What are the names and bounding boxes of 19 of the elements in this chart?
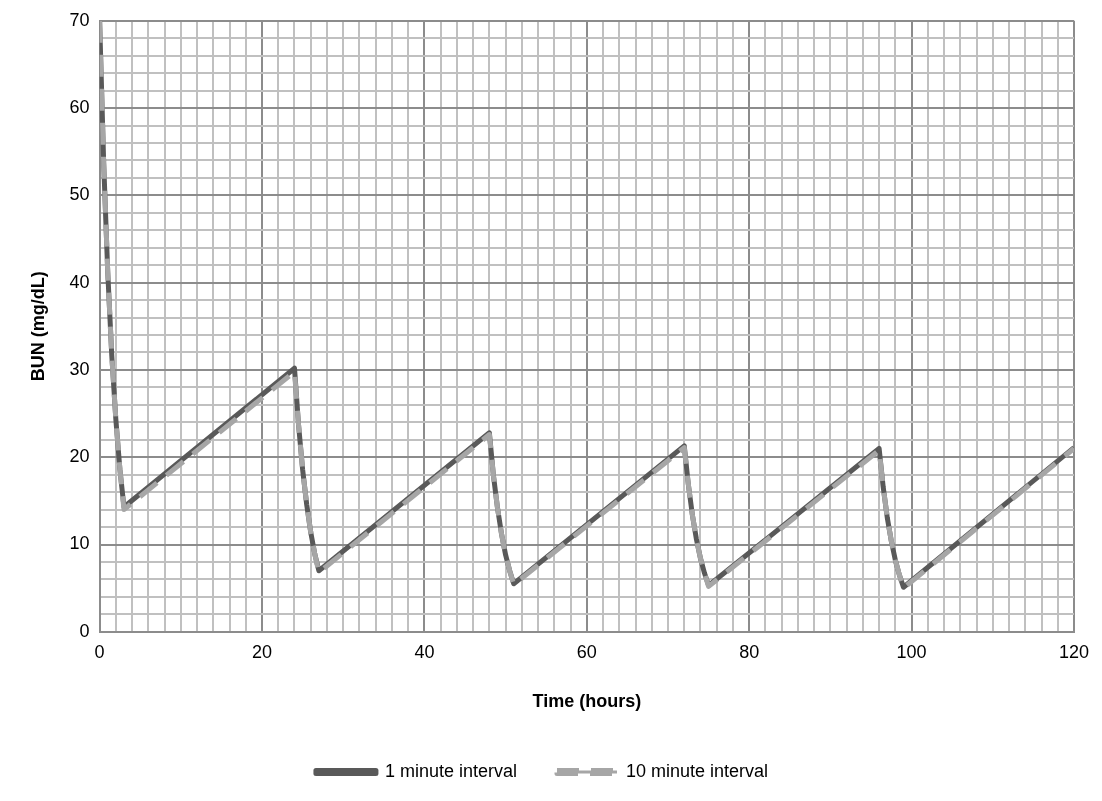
x-tick-label: 20 [252,641,273,662]
y-axis-title: BUN (mg/dL) [27,271,48,382]
y-tick-label: 10 [69,533,90,554]
y-tick-label: 40 [69,271,90,292]
y-tick-label: 70 [69,9,90,30]
x-tick-label: 120 [1058,641,1090,662]
y-tick-label: 0 [79,620,90,641]
y-tick-label: 50 [69,184,90,205]
legend-label: 10 minute interval [625,760,769,781]
x-tick-label: 0 [94,641,105,662]
x-tick-label: 100 [896,641,927,662]
y-tick-label: 20 [69,446,90,467]
x-tick-label: 80 [739,641,760,662]
x-tick-label: 40 [414,641,435,662]
x-axis-title: Time (hours) [532,691,642,712]
x-tick-label: 60 [576,641,597,662]
legend-label: 1 minute interval [384,760,518,781]
y-tick-label: 30 [69,358,90,379]
y-tick-label: 60 [69,97,90,118]
